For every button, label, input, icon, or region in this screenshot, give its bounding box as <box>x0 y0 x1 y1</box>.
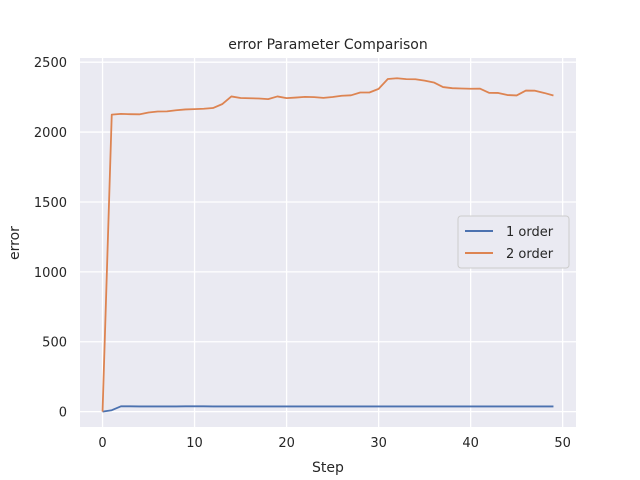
series-line-2-order <box>101 77 554 412</box>
x-tick-label: 0 <box>98 436 106 451</box>
x-tick-label: 20 <box>278 436 295 451</box>
y-tick-label: 0 <box>59 406 67 421</box>
chart-title: error Parameter Comparison <box>228 37 427 53</box>
y-axis-label: error <box>7 226 23 260</box>
y-tick-label: 500 <box>42 336 67 351</box>
x-tick-label: 40 <box>462 436 479 451</box>
grid-lines <box>80 58 576 427</box>
y-tick-label: 1000 <box>34 266 67 281</box>
y-tick-label: 1500 <box>34 196 67 211</box>
x-tick-label: 50 <box>554 436 571 451</box>
legend-box <box>457 215 570 269</box>
x-axis-label: Step <box>312 460 344 476</box>
x-tick-label: 10 <box>186 436 203 451</box>
legend: 1 order 2 order <box>457 215 570 269</box>
legend-label-2-order: 2 order <box>506 247 554 262</box>
x-tick-label: 30 <box>370 436 387 451</box>
y-tick-label: 2500 <box>34 56 67 71</box>
y-tick-label: 2000 <box>34 126 67 141</box>
series-lines <box>101 77 554 413</box>
legend-label-1-order: 1 order <box>506 225 554 240</box>
series-line-1-order <box>102 405 554 413</box>
